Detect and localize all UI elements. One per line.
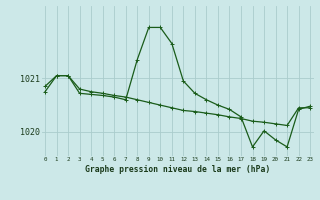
X-axis label: Graphe pression niveau de la mer (hPa): Graphe pression niveau de la mer (hPa) [85,165,270,174]
